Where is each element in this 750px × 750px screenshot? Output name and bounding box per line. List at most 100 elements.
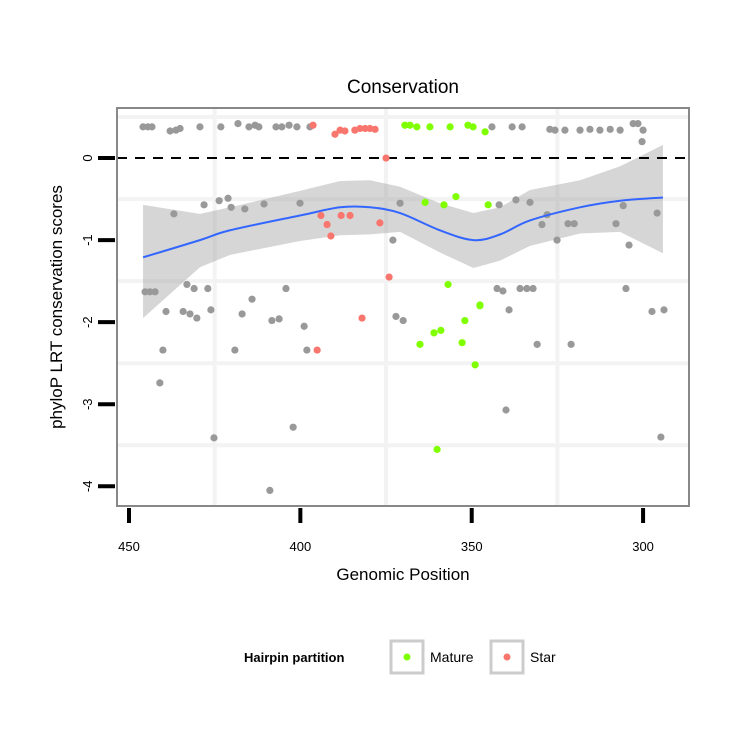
point-mature [476,302,484,310]
point-other [396,199,404,207]
x-tick-label: 350 [461,539,483,554]
point-mature [458,339,466,347]
point-other [231,346,239,354]
point-other [538,220,546,229]
point-other [234,119,242,128]
point-other [293,123,301,131]
grid-lines [117,108,689,506]
x-tick-label: 400 [290,539,312,554]
smooth-line [142,196,664,259]
point-other [648,307,656,316]
point-mature [461,316,469,325]
legend-key-star [489,639,525,675]
x-axis: 450 400 350 300 [118,508,654,554]
point-star [341,127,349,135]
point-star [356,124,364,133]
point-other [606,125,614,133]
point-other [238,310,246,318]
point-mature [416,340,424,348]
point-star [327,232,335,240]
point-other [561,126,569,134]
point-other [523,284,531,293]
point-other [564,220,572,228]
point-other [389,236,397,244]
point-other [399,316,407,325]
point-mature [413,123,421,131]
point-star [382,154,390,162]
point-other [529,284,537,293]
point-other [275,315,283,323]
point-other [260,200,268,208]
point-star [323,220,331,229]
x-axis-label: Genomic Position [336,565,469,584]
confidence-band-area [143,144,663,319]
point-star [313,346,321,354]
point-other [612,220,620,228]
chart-title: Conservation [347,77,459,98]
point-other [570,220,578,228]
point-other [151,288,159,296]
point-other [625,241,633,249]
legend: Hairpin partition Mature Star [244,639,556,675]
point-mature [440,201,448,209]
point-other [146,288,154,296]
point-other [502,406,510,414]
point-other [204,284,212,293]
point-other [622,284,630,293]
point-mature [469,123,477,131]
point-other [170,210,178,218]
point-other [200,201,208,209]
point-other [518,123,526,131]
point-other [207,306,215,314]
legend-label-star: Star [530,649,556,665]
point-other [512,196,520,204]
y-axis-label: phyloP LRT conservation scores [47,185,66,429]
point-other [282,284,290,293]
point-star [385,273,393,281]
y-tick-label: -4 [80,481,95,493]
point-mature [430,329,438,337]
point-mature [401,121,409,129]
legend-marker-mature [403,653,411,661]
x-tick-label: 450 [118,539,140,554]
point-other [186,310,194,318]
point-other [634,119,642,128]
point-other [162,307,170,316]
point-other [300,322,308,330]
y-tick-label: 0 [80,154,95,161]
loess-smooth-line [142,196,664,259]
point-other [215,197,223,205]
point-other [266,486,274,495]
point-other [505,306,513,314]
point-other [551,126,559,134]
point-other [148,123,156,131]
legend-title: Hairpin partition [244,650,344,665]
point-other [653,209,661,217]
point-other [179,307,187,316]
point-mature [406,121,414,129]
y-tick-label: -2 [80,316,95,328]
point-other [166,127,174,135]
point-other [596,126,604,134]
legend-key-mature [389,639,425,675]
point-other [272,123,280,131]
point-other [210,434,218,442]
point-other [224,194,232,202]
point-other [638,138,646,146]
point-other [495,201,503,209]
point-other [245,123,253,131]
legend-marker-star [503,653,511,661]
point-other [533,340,541,348]
point-other [241,205,249,213]
point-other [616,126,624,134]
point-other [190,284,198,293]
point-other [493,284,501,293]
data-points [139,119,668,495]
y-tick-label: -1 [80,234,95,246]
point-other [176,124,184,133]
point-mature [433,445,441,453]
point-other [193,314,201,322]
point-other [516,284,524,293]
point-star [337,211,345,220]
